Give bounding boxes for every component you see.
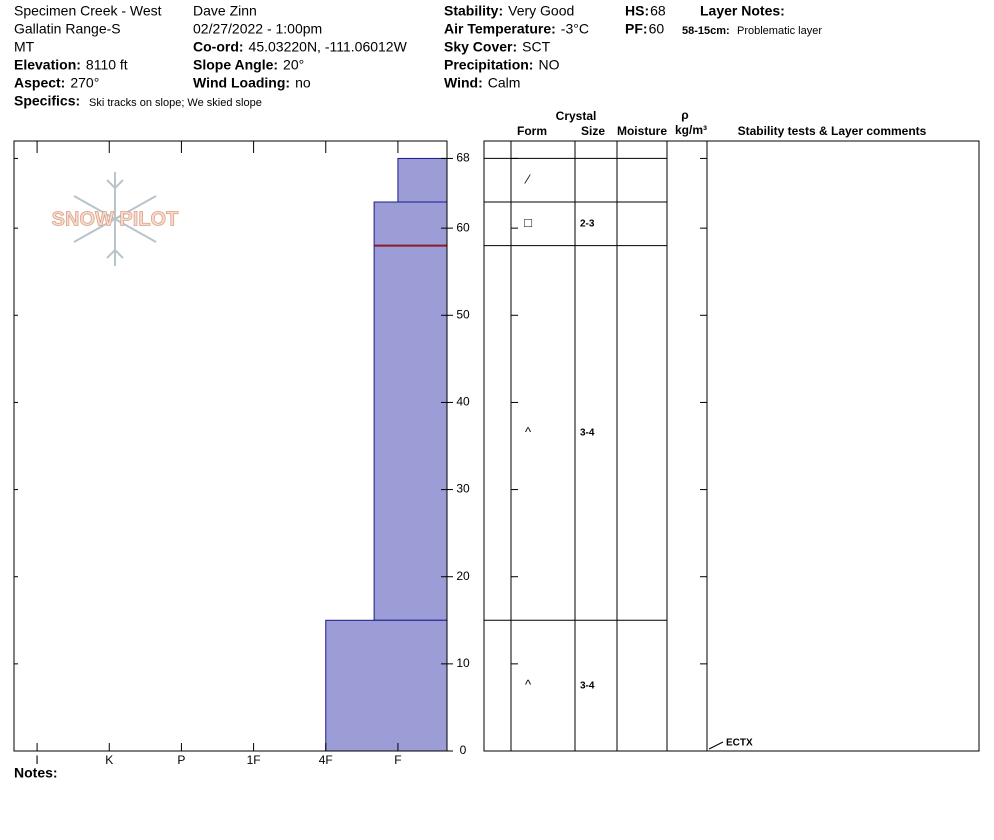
field-value: NO (538, 57, 559, 73)
field-label: PF: (625, 21, 648, 37)
grain-size: 2-3 (580, 218, 595, 229)
field-value: 68 (650, 3, 666, 19)
x-tick-label: F (394, 753, 401, 767)
datetime: 02/27/2022 - 1:00pm (193, 21, 322, 37)
field-value: 8110 ft (86, 57, 128, 73)
field-label: Wind Loading: (193, 75, 290, 91)
field-label: Specifics: (14, 93, 80, 109)
y-tick-label: 60 (456, 220, 470, 234)
x-tick-label: K (105, 753, 113, 767)
field-value: Ski tracks on slope; We skied slope (89, 97, 262, 109)
field-value: SCT (522, 39, 550, 55)
header: ρ (681, 108, 688, 122)
field-value: 20° (283, 57, 304, 73)
x-tick-label: P (177, 753, 185, 767)
y-tick-label: 68 (456, 151, 470, 165)
field-label: Stability: (444, 3, 503, 19)
field-value: 45.03220N, -111.06012W (249, 39, 408, 55)
field-label: Precipitation: (444, 57, 533, 73)
logo-text: SNOW PILOT (52, 208, 179, 230)
x-tick-label: 1F (247, 753, 261, 767)
layer-note-text: Problematic layer (737, 25, 822, 37)
field-label: Co-ord: (193, 39, 244, 55)
y-tick-label: 0 (460, 743, 467, 757)
y-tick-label: 30 (456, 482, 470, 496)
hardness-layer (373, 201, 448, 247)
grain-form: ⁄ (524, 172, 531, 187)
header: Form (517, 124, 547, 138)
observer: Dave Zinn (193, 3, 257, 19)
header: kg/m³ (675, 123, 707, 137)
header: Moisture (617, 124, 667, 138)
x-tick-label: 4F (319, 753, 333, 767)
logo-flake (73, 172, 157, 266)
y-tick-label: 20 (456, 569, 470, 583)
field-label: Wind: (444, 75, 483, 91)
y-tick-label: 10 (456, 656, 470, 670)
hardness-layer (325, 619, 448, 752)
field-value: 270° (70, 75, 99, 91)
header: Size (581, 124, 605, 138)
grain-form: ^ (525, 424, 532, 439)
location: MT (14, 39, 35, 55)
field-value: 60 (649, 21, 665, 37)
field-label: Sky Cover: (444, 39, 517, 55)
hardness-layer (397, 157, 448, 203)
grain-form: □ (524, 215, 532, 230)
field-label: Aspect: (14, 75, 65, 91)
field-value: Calm (488, 75, 521, 91)
location: Gallatin Range-S (14, 21, 121, 37)
field-value: no (295, 75, 311, 91)
test-label: ECTX (726, 738, 753, 749)
header: Stability tests & Layer comments (738, 124, 927, 138)
y-tick-label: 40 (456, 395, 470, 409)
x-tick-label: I (35, 753, 38, 767)
graph-frame (13, 140, 448, 752)
hardness-layer (373, 245, 448, 621)
grain-size: 3-4 (580, 428, 595, 439)
field-value: -3°C (561, 21, 589, 37)
grain-form: ^ (525, 677, 532, 692)
field-label: Air Temperature: (444, 21, 556, 37)
location: Specimen Creek - West (14, 3, 162, 19)
test-arrow (708, 741, 724, 750)
layer-notes-title: Layer Notes: (700, 3, 785, 19)
field-label: Slope Angle: (193, 57, 278, 73)
grain-size: 3-4 (580, 680, 595, 691)
table-frame (483, 140, 980, 752)
field-value: Very Good (508, 3, 574, 19)
field-label: Elevation: (14, 57, 81, 73)
layer-note-range: 58-15cm: (682, 25, 730, 37)
y-tick-label: 50 (456, 307, 470, 321)
header: Crystal (556, 109, 597, 123)
field-label: HS: (625, 3, 649, 19)
notes-label: Notes: (14, 765, 58, 781)
